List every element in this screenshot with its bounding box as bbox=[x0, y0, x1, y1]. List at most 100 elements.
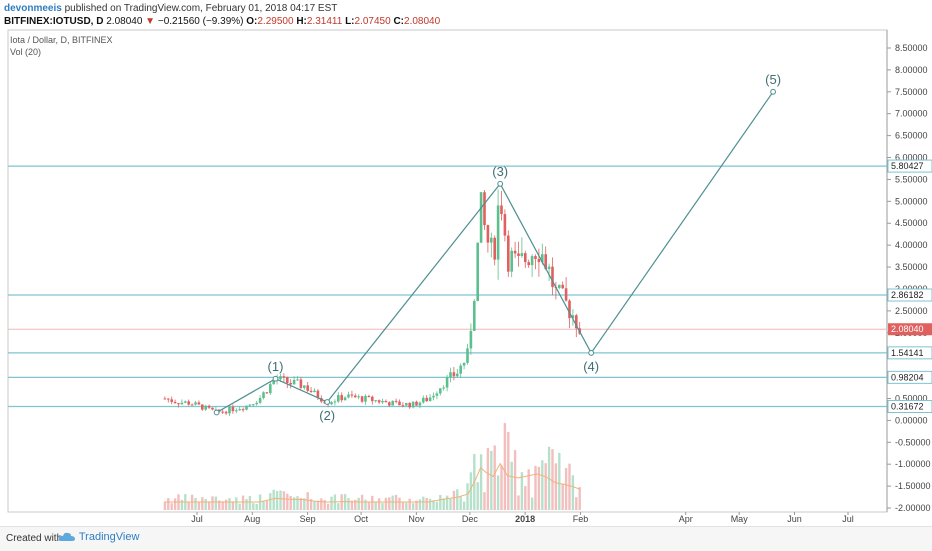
wave-segment bbox=[326, 183, 501, 403]
volume-bar bbox=[554, 463, 558, 510]
wave-point bbox=[497, 180, 504, 187]
tradingview-link[interactable]: TradingView bbox=[58, 531, 139, 543]
candle-body bbox=[200, 404, 204, 410]
volume-bar bbox=[218, 500, 221, 510]
candle-body bbox=[489, 237, 493, 243]
volume-bar bbox=[493, 445, 496, 510]
wave-label: (2) bbox=[319, 408, 335, 423]
candle-body bbox=[428, 397, 432, 402]
wave-label: (3) bbox=[492, 164, 508, 179]
x-tick-label: Sep bbox=[300, 514, 316, 524]
volume-bar bbox=[503, 423, 507, 510]
y-tick-label: 5.00000 bbox=[895, 196, 928, 206]
wave-label: (4) bbox=[583, 359, 599, 374]
candle-body bbox=[207, 405, 211, 408]
price-chart[interactable]: 8.50000 8.00000 7.50000 7.00000 6.50000 6.000… bbox=[0, 0, 932, 526]
candle-body bbox=[190, 404, 194, 406]
candle-body bbox=[391, 400, 394, 406]
y-tick-label: 5.50000 bbox=[895, 174, 928, 184]
volume-bar bbox=[269, 493, 272, 510]
open-label: O: bbox=[246, 16, 258, 27]
candle-body bbox=[330, 402, 333, 405]
legend-title: Iota / Dollar, D, BITFINEX bbox=[10, 35, 113, 45]
volume-bar bbox=[418, 499, 422, 510]
candle-body bbox=[211, 407, 214, 410]
tradingview-brand: TradingView bbox=[78, 531, 140, 543]
volume-bar bbox=[496, 475, 500, 510]
candle-body bbox=[231, 406, 235, 412]
candle-body bbox=[228, 406, 231, 414]
wave-point bbox=[588, 350, 595, 356]
candle-body bbox=[449, 372, 452, 378]
candle-body bbox=[496, 205, 500, 260]
volume-bar bbox=[354, 499, 357, 510]
volume-bar bbox=[224, 499, 228, 510]
level-price-label: 0.98204 bbox=[891, 372, 924, 382]
candle-body bbox=[336, 395, 340, 402]
x-tick-label: Feb bbox=[573, 514, 589, 524]
candle-body bbox=[268, 384, 272, 394]
x-tick-label: May bbox=[731, 514, 749, 524]
volume-bar bbox=[435, 501, 439, 510]
candle-body bbox=[401, 405, 405, 407]
candle-body bbox=[561, 284, 564, 289]
volume-bar bbox=[167, 498, 170, 510]
candle-body bbox=[343, 397, 347, 401]
volume-bar bbox=[296, 496, 299, 510]
volume-bar bbox=[265, 500, 269, 510]
volume-bar bbox=[347, 498, 350, 510]
level-price-tag bbox=[887, 288, 932, 302]
level-price-label: 2.86182 bbox=[891, 290, 924, 300]
candle-body bbox=[163, 398, 167, 400]
candle-body bbox=[204, 405, 207, 410]
volume-bar bbox=[428, 498, 432, 510]
volume-bar bbox=[211, 496, 214, 510]
y-tick-label: 6.00000 bbox=[895, 153, 928, 163]
volume-bar bbox=[374, 502, 377, 510]
high-value: 2.31411 bbox=[306, 16, 343, 27]
wave-point bbox=[272, 375, 279, 382]
volume-bar bbox=[350, 500, 354, 510]
volume-bar bbox=[462, 501, 466, 510]
volume-bar bbox=[527, 469, 530, 510]
candle-body bbox=[568, 300, 571, 319]
candle-body bbox=[438, 388, 442, 394]
candle-body bbox=[394, 400, 398, 402]
volume-bar bbox=[173, 498, 177, 510]
volume-bar bbox=[214, 496, 218, 510]
volume-bar bbox=[197, 501, 201, 510]
y-tick-label: 8.00000 bbox=[895, 65, 928, 75]
volume-bar bbox=[507, 431, 510, 510]
low-label: L: bbox=[345, 16, 355, 27]
wave-segment bbox=[499, 183, 592, 354]
x-tick-label: Oct bbox=[354, 514, 369, 524]
candle-body bbox=[520, 253, 524, 257]
volume-bar bbox=[411, 503, 415, 510]
candle-body bbox=[493, 237, 496, 260]
volume-bar bbox=[520, 472, 524, 510]
volume-bar bbox=[170, 503, 173, 510]
volume-bar bbox=[299, 497, 303, 510]
publish-header: devonmeeis published on TradingView.com,… bbox=[4, 2, 337, 15]
candle-body bbox=[398, 401, 401, 406]
volume-bar bbox=[513, 450, 517, 510]
level-price-label: 5.80427 bbox=[891, 161, 924, 171]
volume-bar bbox=[537, 466, 541, 510]
volume-bar bbox=[561, 483, 564, 510]
volume-bar bbox=[367, 501, 371, 510]
volume-bar bbox=[452, 490, 456, 510]
x-tick-label: Jul bbox=[842, 514, 854, 524]
candle-body bbox=[360, 396, 364, 402]
volume-bar bbox=[398, 497, 401, 510]
y-tick-label: 4.50000 bbox=[895, 218, 928, 228]
candle-body bbox=[333, 401, 337, 403]
y-tick-label: 7.00000 bbox=[895, 109, 928, 119]
candle-body bbox=[255, 402, 258, 405]
author-link[interactable]: devonmeeis bbox=[4, 3, 62, 14]
candle-body bbox=[292, 379, 296, 385]
volume-bar bbox=[466, 483, 469, 510]
volume-bar bbox=[204, 499, 207, 510]
y-tick-label: -1.50000 bbox=[895, 481, 931, 491]
candle-body bbox=[523, 253, 527, 263]
y-tick-label: 6.50000 bbox=[895, 131, 928, 141]
